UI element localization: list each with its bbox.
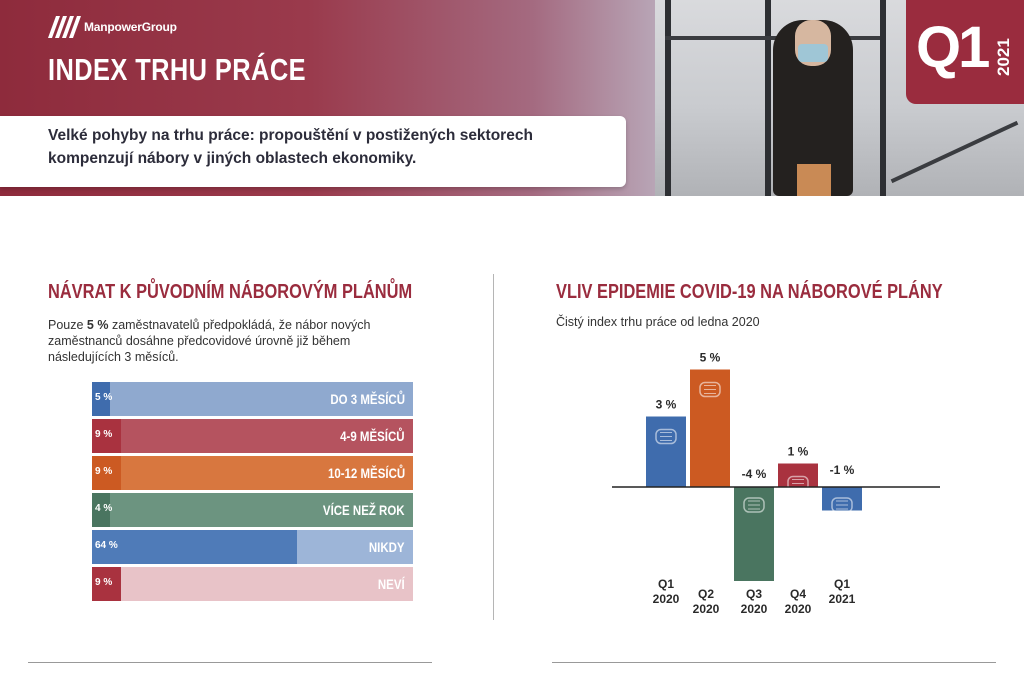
bottom-rule xyxy=(28,662,432,663)
hbar-track xyxy=(92,382,413,416)
x-tick-label: Q4 xyxy=(790,587,806,601)
vbar-value-label: 5 % xyxy=(700,351,721,365)
hbar-value-label: 4 % xyxy=(95,503,113,514)
hbar-row: 9 % 10-12 MĚSÍCŮ xyxy=(92,456,413,490)
hbar-category-label: 10-12 MĚSÍCŮ xyxy=(327,465,405,481)
hbar-row: 4 % VÍCE NEŽ ROK xyxy=(92,493,413,527)
desc-text: zaměstnavatelů předpokládá, že nábor nov… xyxy=(48,318,371,364)
hbar-fill xyxy=(92,419,121,453)
vbar xyxy=(646,416,686,487)
quarter-badge: Q1 2021 xyxy=(906,0,1024,104)
vbar-value-label: -4 % xyxy=(742,467,767,481)
vbar-value-label: 3 % xyxy=(656,398,677,412)
vbar-value-label: -1 % xyxy=(830,463,855,477)
hbar-category-label: NEVÍ xyxy=(378,576,405,592)
bottom-rule xyxy=(552,662,996,663)
section-divider xyxy=(493,274,494,620)
x-tick-label: 2020 xyxy=(693,602,720,616)
brand-logo: ManpowerGroup xyxy=(47,16,177,38)
x-tick-label: Q1 xyxy=(658,577,674,591)
vbar xyxy=(734,487,774,581)
photo-rail xyxy=(665,36,880,40)
hbar-fill xyxy=(92,530,298,564)
manpower-logo-icon xyxy=(47,16,82,38)
hbar-category-label: DO 3 MĚSÍCŮ xyxy=(330,391,405,407)
hbar-track xyxy=(92,419,413,453)
hbar-row: 9 % 4-9 MĚSÍCŮ xyxy=(92,419,413,453)
face-mask-icon xyxy=(699,381,721,398)
hbar-value-label: 5 % xyxy=(95,392,113,403)
photo-pillar xyxy=(880,0,886,196)
hbar-category-label: NIKDY xyxy=(369,539,405,555)
hbar-category-label: VÍCE NEŽ ROK xyxy=(323,502,405,518)
subtitle-line: kompenzují nábory v jiných oblastech eko… xyxy=(48,150,417,167)
x-tick-label: 2020 xyxy=(653,592,680,606)
person-trousers xyxy=(797,164,831,196)
face-mask-icon xyxy=(798,44,828,62)
subtitle-line: Velké pohyby na trhu práce: propouštění … xyxy=(48,127,533,144)
photo-rail xyxy=(890,120,1019,184)
x-tick-label: 2020 xyxy=(785,602,812,616)
photo-pillar xyxy=(665,0,671,196)
hbar-fill xyxy=(92,456,121,490)
hbar-value-label: 9 % xyxy=(95,466,113,477)
hbar-value-label: 64 % xyxy=(95,540,118,551)
quarter-label: Q1 xyxy=(916,15,990,80)
page-title: INDEX TRHU PRÁCE xyxy=(48,52,306,87)
photo-pillar xyxy=(765,0,771,196)
hbar-fill xyxy=(92,382,110,416)
face-mask-icon xyxy=(743,497,765,513)
hbar-track xyxy=(92,456,413,490)
face-mask-icon xyxy=(831,497,853,513)
hbar-row: 9 % NEVÍ xyxy=(92,567,413,601)
year-label: 2021 xyxy=(994,38,1013,76)
x-tick-label: Q3 xyxy=(746,587,762,601)
brand-name: ManpowerGroup xyxy=(84,20,177,34)
header-banner: ManpowerGroup INDEX TRHU PRÁCE Velké poh… xyxy=(0,0,1024,196)
right-subtitle: Čistý index trhu práce od ledna 2020 xyxy=(556,315,760,329)
vbar-value-label: 1 % xyxy=(788,445,809,459)
hbar-track xyxy=(92,493,413,527)
x-tick-label: 2020 xyxy=(741,602,768,616)
face-mask-icon xyxy=(655,428,677,445)
right-section-title: VLIV EPIDEMIE COVID-19 NA NÁBOROVÉ PLÁNY xyxy=(556,281,943,303)
hbar-value-label: 9 % xyxy=(95,577,113,588)
hbar-category-label: 4-9 MĚSÍCŮ xyxy=(340,428,405,444)
hbar-row: 5 % DO 3 MĚSÍCŮ xyxy=(92,382,413,416)
hbar-track xyxy=(92,567,413,601)
x-tick-label: 2021 xyxy=(829,592,856,606)
x-tick-label: Q2 xyxy=(698,587,714,601)
left-section-title: NÁVRAT K PŮVODNÍM NÁBOROVÝM PLÁNŮM xyxy=(48,281,413,303)
subtitle-box: Velké pohyby na trhu práce: propouštění … xyxy=(0,116,626,187)
desc-text: Pouze xyxy=(48,318,87,332)
hbar-value-label: 9 % xyxy=(95,429,113,440)
hbar-fill xyxy=(92,493,110,527)
x-tick-label: Q1 xyxy=(834,577,850,591)
vbar xyxy=(690,369,730,487)
left-description: Pouze 5 % zaměstnavatelů předpokládá, že… xyxy=(48,317,418,365)
hbar-fill xyxy=(92,567,121,601)
hbar-row: 64 % NIKDY xyxy=(92,530,413,564)
desc-highlight: 5 % xyxy=(86,318,109,332)
